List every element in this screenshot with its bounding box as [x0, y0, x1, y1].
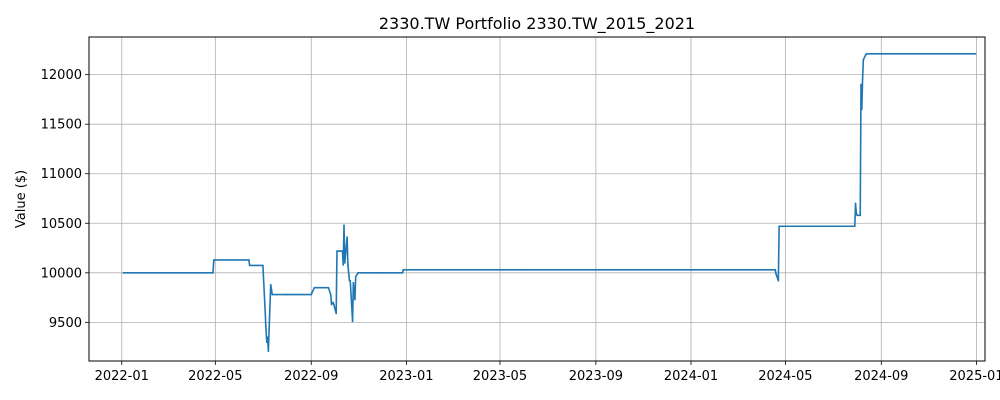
- data-point: [974, 53, 977, 55]
- data-point: [851, 225, 854, 228]
- y-tick-label: 11000: [41, 167, 82, 182]
- data-point: [778, 225, 780, 228]
- y-axis-label: Value ($): [14, 170, 29, 228]
- x-tick-label: 2022-09: [284, 369, 338, 384]
- data-point: [354, 298, 356, 301]
- data-point: [347, 264, 349, 266]
- data-point: [774, 269, 777, 271]
- data-point: [122, 272, 125, 274]
- y-tick-label: 10000: [41, 266, 82, 281]
- data-point: [330, 303, 333, 306]
- data-point: [264, 311, 267, 314]
- data-point: [523, 269, 525, 271]
- x-tick-label: 2025-01: [949, 369, 1000, 384]
- plot-area-frame: [88, 36, 986, 362]
- x-tick-label: 2023-09: [569, 369, 623, 384]
- data-point: [354, 275, 357, 278]
- data-point: [265, 329, 267, 332]
- data-point: [342, 264, 345, 266]
- data-point: [860, 83, 862, 86]
- data-point: [338, 250, 341, 252]
- data-point: [861, 78, 864, 81]
- x-tick-label: 2022-05: [188, 369, 242, 384]
- x-axis: 2022-01 2022-05 2022-09 2023-01 2023-05 2023-…: [95, 361, 1000, 384]
- data-point: [310, 293, 313, 296]
- data-point: [333, 303, 335, 306]
- data-point: [854, 202, 857, 205]
- data-point: [248, 264, 251, 267]
- data-point: [336, 250, 338, 252]
- data-point: [777, 279, 780, 282]
- data-point: [859, 214, 862, 217]
- data-point: [262, 264, 264, 267]
- data-point: [381, 272, 384, 274]
- x-tick-label: 2024-01: [664, 369, 718, 384]
- data-point: [270, 288, 273, 291]
- data-point: [795, 225, 798, 228]
- data-point: [358, 272, 360, 274]
- y-tick-label: 9500: [49, 316, 82, 331]
- data-point: [860, 108, 863, 111]
- data-point: [332, 301, 334, 304]
- x-tick-label: 2023-01: [379, 369, 433, 384]
- data-point: [880, 53, 883, 55]
- series-line-portfolio-value: [123, 53, 976, 352]
- series-layer: [122, 53, 977, 352]
- data-point: [286, 293, 288, 296]
- x-tick-label: 2022-01: [95, 369, 149, 384]
- x-tick-label: 2023-05: [473, 369, 527, 384]
- data-point: [346, 236, 348, 238]
- grid: [89, 37, 985, 361]
- data-point: [690, 269, 693, 271]
- data-point: [271, 293, 274, 296]
- data-point: [349, 279, 352, 282]
- data-point: [327, 286, 330, 289]
- data-point: [266, 341, 268, 343]
- y-axis: 9500 10000 10500 11000 11500 12000: [41, 68, 89, 331]
- data-point: [351, 320, 354, 323]
- y-tick-label: 12000: [41, 68, 82, 83]
- data-point: [311, 291, 313, 294]
- data-point: [269, 283, 272, 286]
- y-tick-label: 11500: [41, 118, 82, 133]
- data-point: [341, 250, 344, 252]
- data-point: [267, 350, 270, 352]
- data-point: [343, 224, 345, 227]
- data-point: [248, 259, 250, 261]
- data-point: [329, 293, 332, 296]
- data-point: [212, 259, 215, 261]
- data-point: [352, 281, 355, 284]
- x-tick-label: 2024-05: [758, 369, 812, 384]
- data-point: [862, 58, 865, 61]
- data-point: [855, 212, 858, 215]
- data-point: [853, 225, 856, 228]
- data-point: [857, 214, 859, 217]
- data-point: [775, 273, 777, 275]
- data-point: [343, 262, 346, 264]
- chart-title: 2330.TW Portfolio 2330.TW_2015_2021: [379, 14, 695, 34]
- data-point: [402, 269, 405, 271]
- data-point: [335, 312, 338, 315]
- x-tick-label: 2024-09: [854, 369, 908, 384]
- y-tick-label: 10500: [41, 217, 82, 232]
- data-point: [266, 336, 269, 339]
- data-point: [865, 53, 868, 55]
- data-point: [401, 272, 404, 274]
- data-point: [212, 272, 214, 274]
- data-point: [313, 286, 316, 289]
